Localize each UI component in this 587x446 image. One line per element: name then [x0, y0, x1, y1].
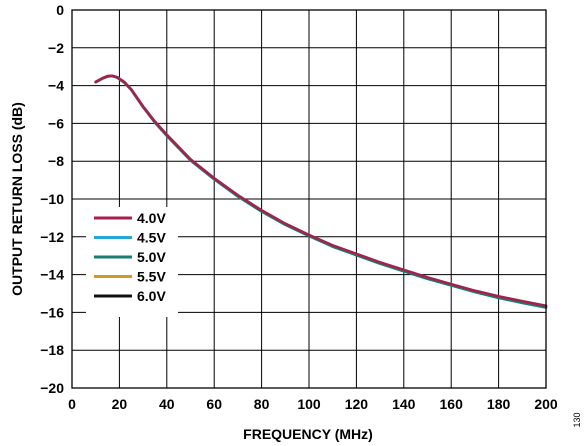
x-tick-label: 20 — [112, 396, 128, 412]
y-axis-label: OUTPUT RETURN LOSS (dB) — [9, 102, 25, 296]
y-tick-label: −12 — [40, 229, 64, 245]
y-tick-label: −10 — [40, 191, 64, 207]
y-tick-labels: 0 −2 −4 −6 −8 −10 −12 −14 −16 −18 −20 — [40, 2, 64, 396]
y-tick-label: −6 — [48, 115, 64, 131]
x-tick-label: 100 — [297, 396, 321, 412]
legend-label: 6.0V — [137, 288, 166, 304]
x-tick-label: 60 — [206, 396, 222, 412]
x-tick-label: 140 — [392, 396, 416, 412]
legend-label: 5.5V — [137, 269, 166, 285]
x-tick-label: 40 — [159, 396, 175, 412]
x-tick-label: 0 — [68, 396, 76, 412]
x-tick-label: 180 — [487, 396, 511, 412]
y-tick-label: −4 — [48, 78, 64, 94]
x-tick-label: 120 — [345, 396, 369, 412]
series-line-4.0V — [94, 74, 548, 308]
legend-label: 4.0V — [137, 210, 166, 226]
x-axis-label: FREQUENCY (MHz) — [243, 426, 373, 442]
x-tick-label: 80 — [254, 396, 270, 412]
x-tick-label: 200 — [534, 396, 558, 412]
legend: 4.0V 4.5V 5.0V 5.5V 6.0V — [86, 207, 178, 317]
y-tick-label: −14 — [40, 267, 64, 283]
plot-frame — [71, 9, 547, 389]
grid — [71, 9, 547, 389]
y-tick-label: 0 — [56, 2, 64, 18]
legend-box — [86, 207, 178, 317]
y-tick-label: −16 — [40, 304, 64, 320]
series-layer — [94, 74, 548, 309]
x-tick-label: 160 — [440, 396, 464, 412]
y-tick-label: −8 — [48, 153, 64, 169]
y-tick-label: −20 — [40, 380, 64, 396]
x-tick-labels: 0 20 40 60 80 100 120 140 160 180 200 — [68, 396, 558, 412]
legend-label: 4.5V — [137, 230, 166, 246]
y-tick-label: −2 — [48, 40, 64, 56]
figure-id: 130 — [572, 412, 582, 427]
legend-label: 5.0V — [137, 249, 166, 265]
y-tick-label: −18 — [40, 342, 64, 358]
